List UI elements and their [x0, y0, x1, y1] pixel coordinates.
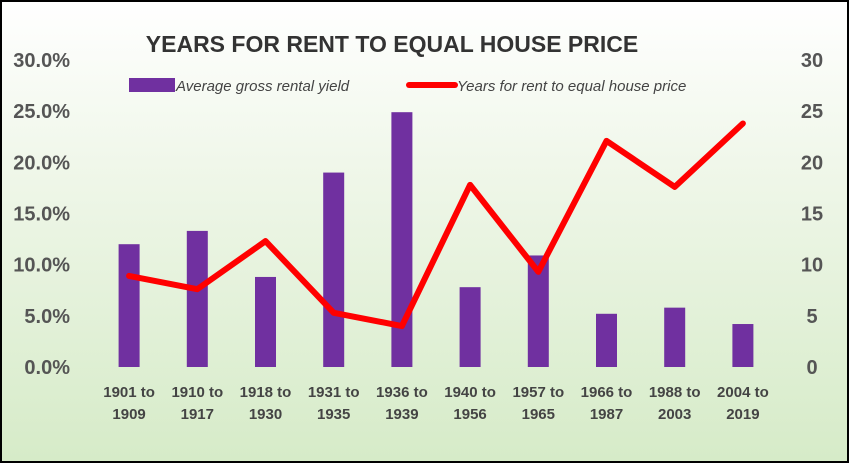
line-point: [605, 139, 608, 143]
y-right-tick-label: 25: [801, 101, 823, 123]
y-left-tick-label: 15.0%: [13, 204, 70, 226]
x-tick-label: 1940 to: [444, 384, 496, 401]
x-tick-label: 1936 to: [376, 384, 428, 401]
x-tick-label: 1935: [317, 406, 350, 423]
x-tick-label: 1910 to: [171, 384, 223, 401]
x-tick-label: 2004 to: [717, 384, 769, 401]
y-right-tick-label: 5: [806, 306, 817, 328]
x-axis: 1901 to 1909 1910 to 1917 1918 to 1930 1931 to…: [103, 384, 769, 423]
y-right-tick-label: 30: [801, 50, 823, 72]
line-point: [468, 183, 472, 187]
x-tick-label: 2019: [726, 406, 759, 423]
legend-bar-swatch: [129, 78, 175, 92]
y-left-tick-label: 0.0%: [24, 357, 70, 379]
bar: [732, 324, 754, 367]
y-left-tick-label: 30.0%: [13, 50, 70, 72]
x-tick-label: 1939: [385, 406, 418, 423]
bar-series: [118, 112, 754, 367]
x-tick-label: 1957 to: [512, 384, 564, 401]
x-tick-label: 1917: [181, 406, 214, 423]
x-tick-label: 1901 to: [103, 384, 155, 401]
y-right-tick-label: 10: [801, 255, 823, 277]
line-point: [332, 311, 336, 315]
y-right-tick-label: 0: [806, 357, 817, 379]
x-tick-label: 1966 to: [581, 384, 633, 401]
x-tick-label: 1930: [249, 406, 282, 423]
line-point: [673, 185, 677, 189]
line-series: [126, 120, 746, 330]
y-axis-right: 0 5 10 15 20 25 30: [801, 50, 823, 379]
line-point: [195, 287, 199, 291]
x-tick-label: 1956: [453, 406, 486, 423]
y-left-tick-label: 10.0%: [13, 255, 70, 277]
line-point: [400, 324, 404, 328]
line-path: [126, 120, 746, 330]
y-right-tick-label: 20: [801, 152, 823, 174]
legend-bar-label: Average gross rental yield: [175, 78, 350, 95]
y-axis-left: 0.0% 5.0% 10.0% 15.0% 20.0% 25.0% 30.0%: [13, 50, 70, 379]
y-left-tick-label: 20.0%: [13, 152, 70, 174]
x-tick-label: 1988 to: [649, 384, 701, 401]
line-point: [741, 121, 745, 125]
y-left-tick-label: 5.0%: [24, 306, 70, 328]
bar: [118, 244, 140, 367]
x-tick-label: 1965: [522, 406, 555, 423]
x-tick-label: 2003: [658, 406, 691, 423]
x-tick-label: 1918 to: [240, 384, 292, 401]
bar: [323, 172, 345, 367]
y-right-tick-label: 15: [801, 204, 823, 226]
bar: [596, 313, 617, 367]
bar: [527, 255, 549, 367]
legend: Average gross rental yield Years for ren…: [129, 78, 686, 95]
y-left-tick-label: 25.0%: [13, 101, 70, 123]
chart-title: YEARS FOR RENT TO EQUAL HOUSE PRICE: [146, 31, 638, 57]
line-point: [536, 270, 540, 274]
x-tick-label: 1909: [112, 406, 145, 423]
x-tick-label: 1931 to: [308, 384, 360, 401]
line-point: [264, 239, 267, 243]
bar: [186, 230, 208, 367]
legend-line-label: Years for rent to equal house price: [457, 78, 686, 95]
bar: [255, 276, 276, 367]
x-tick-label: 1987: [590, 406, 623, 423]
bar: [664, 307, 686, 367]
line-point: [127, 274, 131, 278]
bar: [459, 287, 481, 367]
bar: [391, 112, 413, 367]
